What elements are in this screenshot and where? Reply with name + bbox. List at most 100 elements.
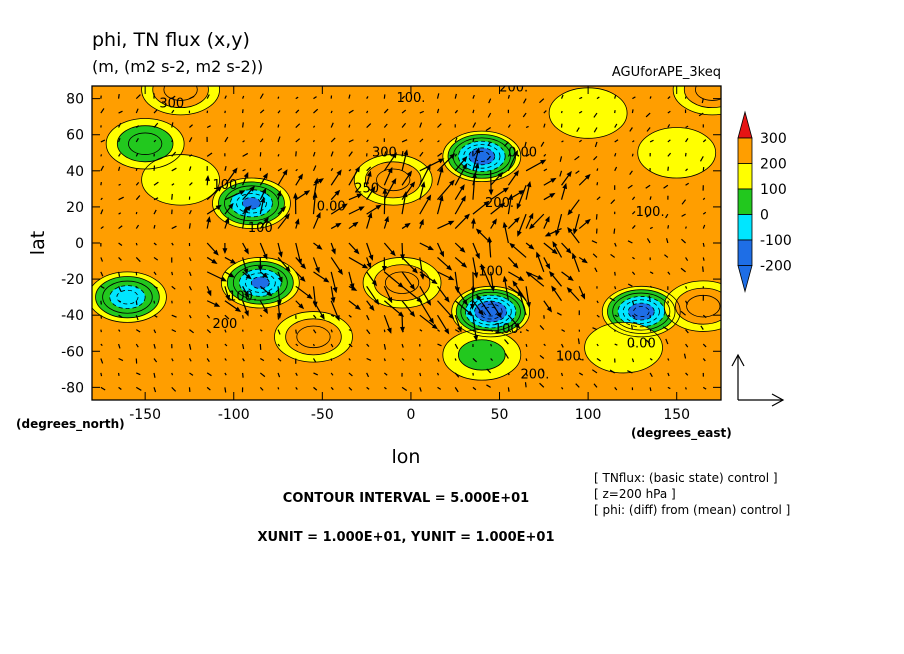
flux-vector	[627, 283, 633, 287]
flux-vector	[575, 383, 580, 388]
flux-vector	[277, 329, 281, 335]
flux-vector	[206, 314, 210, 319]
flux-vector	[188, 257, 192, 262]
flux-vector-head	[499, 202, 506, 209]
flux-vector	[539, 382, 545, 388]
flux-vector	[277, 168, 283, 172]
contour-line	[633, 306, 650, 318]
flux-vector-head	[228, 272, 235, 278]
flux-vector	[524, 141, 527, 148]
flux-vector-head	[475, 228, 482, 235]
x-tick-label: 0	[406, 407, 415, 423]
flux-vector	[100, 386, 106, 391]
flux-vector	[627, 184, 633, 189]
flux-vector	[171, 122, 174, 128]
flux-vector-head	[516, 203, 522, 210]
flux-vector-head	[473, 335, 479, 342]
flux-vector-head	[239, 190, 246, 195]
flux-vector-head	[478, 309, 484, 316]
flux-vector-head	[298, 303, 305, 310]
y-tick-label: 60	[66, 128, 84, 144]
flux-vector	[627, 370, 633, 374]
flux-vector	[591, 369, 598, 374]
contour-interval: CONTOUR INTERVAL = 5.000E+01	[283, 491, 529, 506]
flux-vector-head	[266, 290, 273, 297]
plot-area: 300 100. 200. 0.00 300 250 100 0.00 200. 100. 100 1…	[92, 86, 721, 400]
colorbar-band	[737, 137, 753, 164]
flux-vector-head	[297, 173, 303, 180]
flux-vector-head	[390, 250, 396, 257]
flux-vector	[592, 253, 598, 258]
flux-vector	[681, 238, 686, 244]
flux-vector	[100, 165, 105, 172]
flux-vector	[171, 183, 175, 186]
flux-vector-head	[470, 217, 476, 224]
flux-vector	[574, 155, 580, 161]
flux-vector-head	[276, 312, 282, 320]
flux-vector	[596, 357, 601, 362]
flux-vector	[645, 112, 651, 118]
flux-vector	[436, 93, 440, 99]
flux-vector	[383, 358, 386, 362]
flux-vector-head	[391, 177, 397, 185]
flux-vector-head	[438, 194, 444, 202]
flux-vector	[100, 285, 105, 289]
flux-vector-head	[474, 162, 480, 169]
flux-vector	[401, 150, 404, 157]
flux-vector-head	[368, 304, 375, 312]
flux-vector	[135, 314, 139, 321]
flux-vector	[437, 152, 443, 157]
flux-vector-head	[206, 216, 211, 223]
colorbar-label: 100	[760, 182, 787, 198]
flux-vector	[685, 125, 689, 129]
flux-vector	[118, 386, 122, 390]
contour-line	[683, 86, 721, 109]
flux-vector	[575, 170, 580, 174]
flux-vector	[437, 329, 441, 332]
flux-vector-head	[382, 187, 388, 194]
flux-vector	[525, 125, 529, 129]
flux-vector	[486, 368, 492, 374]
field-anomaly	[458, 339, 506, 371]
flux-vector-head	[496, 312, 502, 319]
flux-vector	[685, 182, 690, 186]
flux-vector-head	[444, 328, 450, 335]
flux-vector-head	[497, 171, 504, 178]
flux-vector	[100, 358, 104, 364]
flux-vector-head	[225, 294, 231, 302]
flux-vector-head	[475, 147, 481, 154]
contour-line	[109, 285, 146, 310]
flux-vector	[649, 329, 652, 332]
contour-label: 100.	[556, 349, 585, 364]
x-axis-unit-label: (degrees_east)	[631, 426, 732, 441]
flux-vector	[259, 93, 264, 99]
flux-vector-head	[403, 149, 409, 156]
flux-vector-head	[276, 190, 282, 197]
flux-vector-head	[461, 262, 468, 268]
flux-vector	[189, 329, 194, 334]
flux-vector	[419, 110, 424, 114]
contour-line	[102, 280, 153, 314]
contour-line	[250, 276, 270, 289]
field-anomaly	[584, 322, 663, 373]
contour-label: 0.00	[508, 145, 537, 160]
x-tick-label: 150	[663, 407, 690, 423]
flux-vector	[401, 109, 407, 114]
flux-vector	[436, 108, 440, 114]
flux-vector	[118, 212, 122, 215]
field-anomaly	[549, 87, 628, 139]
flux-vector	[259, 138, 264, 143]
flux-vector-head	[502, 275, 508, 282]
flux-vector	[578, 139, 582, 143]
flux-vector	[118, 314, 123, 318]
flux-vector	[100, 372, 103, 377]
flux-vector-head	[449, 153, 456, 159]
flux-vector	[118, 300, 122, 303]
flux-vector	[277, 358, 282, 362]
flux-vector-head	[330, 297, 336, 304]
flux-vector	[609, 297, 615, 302]
flux-vector	[153, 224, 156, 229]
flux-vector-head	[249, 185, 256, 192]
flux-vector	[522, 98, 527, 104]
